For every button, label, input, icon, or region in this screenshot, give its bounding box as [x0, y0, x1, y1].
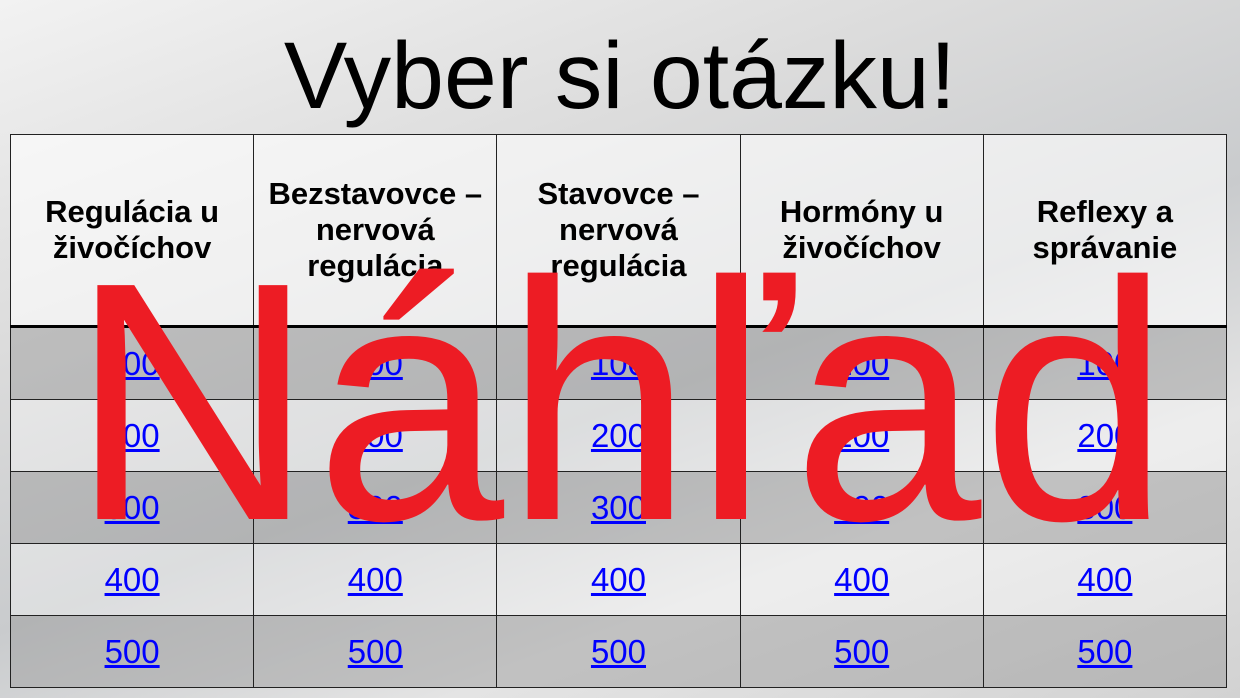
question-cell: 100	[9, 326, 255, 400]
question-link-400[interactable]: 400	[1077, 560, 1133, 598]
question-cell: 400	[253, 543, 498, 616]
question-link-300[interactable]: 300	[347, 488, 403, 526]
question-cell: 300	[9, 471, 255, 544]
question-link-100[interactable]: 100	[104, 344, 160, 382]
question-cell: 200	[9, 399, 255, 472]
question-link-500[interactable]: 500	[590, 632, 646, 670]
question-link-200[interactable]: 200	[104, 416, 160, 454]
question-link-100[interactable]: 100	[834, 344, 890, 382]
question-link-500[interactable]: 500	[347, 632, 403, 670]
points-row: 400 400 400 400 400	[9, 543, 1228, 616]
points-row: 300 300 300 300 300	[9, 471, 1228, 544]
question-link-100[interactable]: 100	[1077, 344, 1133, 382]
question-board: Regulácia u živočíchov Bezstavovce – nerv…	[9, 134, 1228, 688]
question-cell: 200	[496, 399, 741, 472]
question-cell: 200	[982, 399, 1228, 472]
points-row: 500 500 500 500 500	[9, 615, 1228, 688]
question-cell: 100	[253, 326, 498, 400]
question-link-400[interactable]: 400	[834, 560, 890, 598]
category-header: Regulácia u živočíchov	[9, 134, 255, 328]
question-link-200[interactable]: 200	[834, 416, 890, 454]
question-link-100[interactable]: 100	[590, 344, 646, 382]
category-header: Stavovce – nervová regulácia	[496, 134, 741, 328]
points-row: 200 200 200 200 200	[9, 399, 1228, 472]
category-header: Bezstavovce – nervová regulácia	[253, 134, 498, 328]
question-link-300[interactable]: 300	[834, 488, 890, 526]
question-link-200[interactable]: 200	[590, 416, 646, 454]
question-link-300[interactable]: 300	[590, 488, 646, 526]
question-link-400[interactable]: 400	[347, 560, 403, 598]
category-header: Reflexy a správanie	[982, 134, 1228, 328]
question-cell: 400	[9, 543, 255, 616]
question-link-500[interactable]: 500	[104, 632, 160, 670]
question-cell: 100	[739, 326, 984, 400]
question-cell: 300	[253, 471, 498, 544]
question-cell: 400	[982, 543, 1228, 616]
slide-title: Vyber si otázku!	[283, 23, 957, 129]
question-link-100[interactable]: 100	[347, 344, 403, 382]
question-link-500[interactable]: 500	[834, 632, 890, 670]
question-cell: 500	[739, 615, 984, 688]
points-row: 100 100 100 100 100	[9, 326, 1228, 400]
question-cell: 100	[982, 326, 1228, 400]
question-link-200[interactable]: 200	[347, 416, 403, 454]
question-link-400[interactable]: 400	[590, 560, 646, 598]
question-link-300[interactable]: 300	[104, 488, 160, 526]
question-link-400[interactable]: 400	[104, 560, 160, 598]
question-cell: 500	[982, 615, 1228, 688]
question-cell: 400	[496, 543, 741, 616]
question-cell: 300	[496, 471, 741, 544]
question-cell: 300	[739, 471, 984, 544]
question-cell: 200	[253, 399, 498, 472]
category-header: Hormóny u živočíchov	[739, 134, 984, 328]
question-link-300[interactable]: 300	[1077, 488, 1133, 526]
question-cell: 200	[739, 399, 984, 472]
question-cell: 400	[739, 543, 984, 616]
question-link-200[interactable]: 200	[1077, 416, 1133, 454]
question-link-500[interactable]: 500	[1077, 632, 1133, 670]
question-cell: 500	[253, 615, 498, 688]
question-cell: 500	[9, 615, 255, 688]
question-cell: 300	[982, 471, 1228, 544]
question-cell: 100	[496, 326, 741, 400]
question-cell: 500	[496, 615, 741, 688]
